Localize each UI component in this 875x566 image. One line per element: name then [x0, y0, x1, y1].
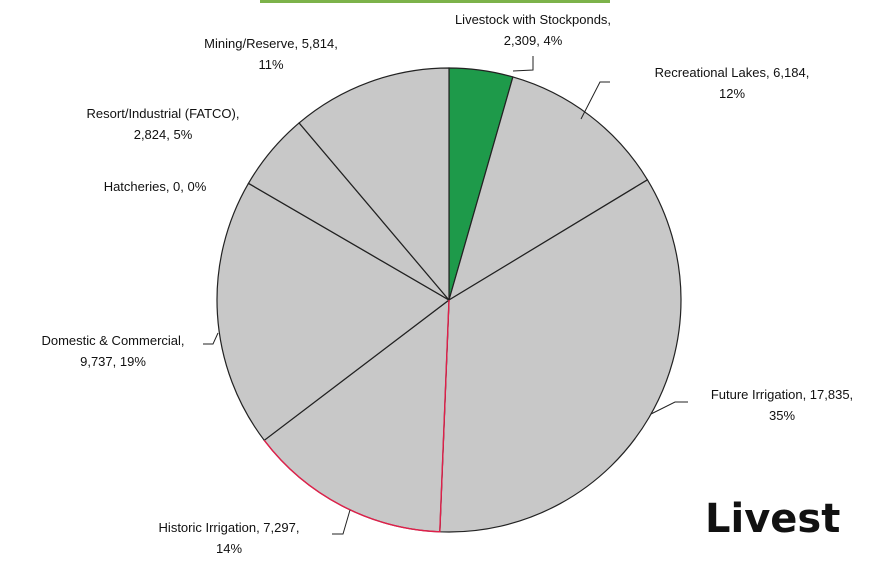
highlight-edge-historic-irrigation	[263, 299, 450, 533]
data-label-historic-irrigation: Historic Irrigation, 7,297, 14%	[159, 520, 300, 556]
data-label-mining-reserve: Mining/Reserve, 5,814, 11%	[204, 36, 338, 72]
pie-slice-mining-reserve	[298, 67, 450, 302]
pie-slice-domestic-commercial	[216, 182, 451, 442]
top-banner-strip	[260, 0, 610, 3]
data-label-recreational-lakes: Recreational Lakes, 6,184, 12%	[655, 65, 810, 101]
leader-line-livestock-with-stockponds	[512, 56, 534, 72]
leader-line-historic-irrigation	[332, 509, 351, 535]
leader-line-domestic-commercial	[203, 332, 219, 345]
leader-line-future-irrigation	[650, 401, 688, 415]
data-label-hatcheries: Hatcheries, 0, 0%	[104, 179, 207, 194]
pie-slice-recreational-lakes	[448, 76, 649, 302]
data-label-resort-industrial-fatco: Resort/Industrial (FATCO), 2,824, 5%	[87, 106, 240, 142]
data-label-future-irrigation: Future Irrigation, 17,835, 35%	[711, 387, 853, 423]
clipped-heading-text: Livest	[705, 496, 841, 542]
data-label-domestic-commercial: Domestic & Commercial, 9,737, 19%	[41, 333, 184, 369]
pie-slice-future-irrigation	[439, 178, 682, 533]
data-label-livestock-with-stockponds: Livestock with Stockponds, 2,309, 4%	[455, 12, 611, 48]
leader-line-recreational-lakes	[580, 81, 610, 120]
